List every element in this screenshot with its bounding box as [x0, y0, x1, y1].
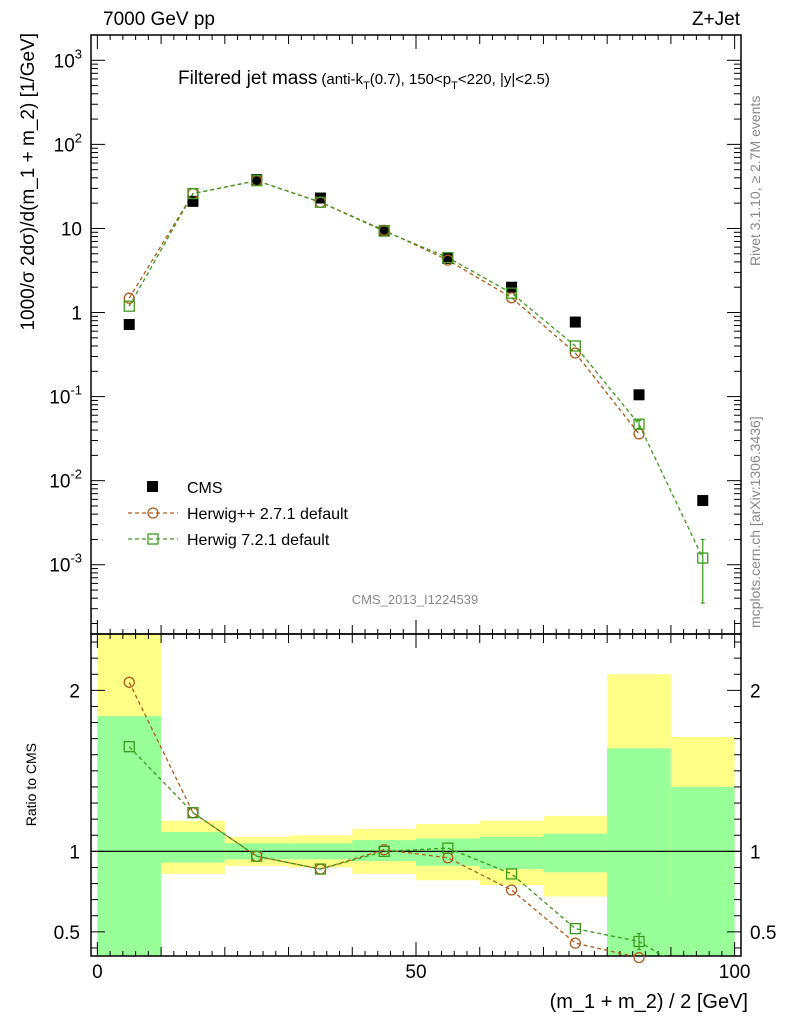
tick-labels: 0 50 100 10-3 10-2 10-1 1 10 102 103 0.5 0.5 1 1 2 2 — [49, 46, 776, 983]
ratio-point-2-0 — [123, 741, 135, 753]
main-point-0-4 — [378, 225, 390, 237]
ratio-y-tick-label-left-0: 0.5 — [54, 923, 80, 944]
main-point-0-6 — [506, 281, 518, 293]
ratio-y-tick-label-left-1: 1 — [69, 842, 80, 863]
main-y-tick-label-6: 103 — [54, 46, 82, 72]
axis-ticks — [91, 34, 741, 956]
main-point-2-8 — [633, 418, 645, 430]
main-line-2 — [128, 180, 704, 559]
ratio-y-tick-label-right-0: 0.5 — [750, 923, 776, 944]
ratio-y-axis-label: Ratio to CMS — [23, 743, 39, 826]
ratio-point-1-7 — [569, 937, 581, 949]
main-point-0-1 — [187, 195, 199, 207]
legend-label-herwig7: Herwig 7.2.1 default — [187, 532, 330, 549]
ratio-point-2-3 — [314, 863, 327, 875]
main-point-0-8 — [633, 389, 645, 401]
main-point-0-9 — [697, 495, 709, 507]
band-inner-6 — [479, 836, 544, 870]
rivet-version-label: Rivet 3.1.10, ≥ 2.7M events — [747, 96, 763, 266]
legend-marker-herwigpp — [147, 507, 159, 519]
ratio-point-1-8 — [633, 951, 645, 964]
main-point-0-3 — [314, 192, 326, 204]
x-axis-label: (m_1 + m_2) / 2 [GeV] — [550, 991, 748, 1013]
mcplots-reference-label: mcplots.cern.ch [arXiv:1306.3436] — [747, 416, 763, 628]
band-inner-9 — [670, 786, 735, 956]
x-tick-label-100: 100 — [719, 962, 751, 983]
legend-marker-herwig7 — [147, 533, 159, 545]
ratio-y-tick-label-left-2: 2 — [69, 681, 80, 702]
ratio-point-1-6 — [505, 884, 518, 896]
plot-title-sub-3: (0.7), 150<p — [370, 71, 451, 88]
band-inner-8 — [607, 748, 671, 956]
main-point-2-5 — [442, 251, 454, 264]
main-point-0-0 — [123, 319, 135, 331]
ratio-line-2 — [128, 746, 665, 956]
main-y-tick-label-2: 10-1 — [49, 383, 82, 409]
main-point-2-6 — [505, 287, 518, 299]
main-y-tick-label-0: 10-3 — [49, 551, 82, 577]
main-point-0-7 — [569, 316, 581, 328]
ratio-y-tick-label-right-2: 2 — [750, 681, 761, 702]
ratio-line-1 — [128, 682, 635, 956]
main-point-2-7 — [569, 340, 581, 352]
ratio-uncertainty-bands — [91, 634, 741, 956]
main-point-2-9 — [697, 552, 709, 564]
main-y-tick-label-4: 10 — [61, 219, 82, 240]
main-y-tick-label-5: 102 — [54, 130, 82, 156]
main-y-tick-label-3: 1 — [71, 304, 82, 325]
main-line-1 — [128, 180, 640, 435]
series-markers — [123, 174, 709, 964]
main-y-tick-label-1: 10-2 — [49, 467, 82, 493]
plot-title-sub-1: (anti-k — [321, 71, 363, 88]
main-point-0-2 — [251, 174, 263, 186]
main-point-2-2 — [251, 175, 263, 187]
band-inner-0 — [97, 716, 162, 956]
x-tick-label-0: 0 — [92, 962, 103, 983]
plot-title-sub-2: T — [363, 80, 370, 92]
ratio-point-2-8 — [633, 935, 645, 948]
header-right-label: Z+Jet — [692, 9, 741, 30]
main-point-0-5 — [442, 252, 454, 264]
band-inner-1 — [161, 832, 225, 863]
main-point-1-8 — [633, 428, 645, 440]
main-point-2-0 — [123, 300, 135, 312]
ratio-point-1-0 — [123, 676, 135, 688]
legend-label-cms: CMS — [187, 480, 223, 497]
legend: CMS Herwig++ 2.7.1 default Herwig 7.2.1 … — [128, 480, 349, 549]
ratio-point-2-4 — [378, 845, 390, 857]
plot-title-sub-4: T — [451, 80, 458, 92]
header-left-label: 7000 GeV pp — [103, 9, 215, 30]
plot-title-main: Filtered jet mass — [178, 68, 317, 89]
ratio-point-2-2 — [251, 850, 263, 862]
plot-title-sub-5: <220, |y|<2.5) — [458, 71, 550, 88]
main-point-1-0 — [123, 292, 135, 304]
plot-title: Filtered jet mass (anti-kT(0.7), 150<pT<2… — [178, 68, 550, 92]
ratio-y-tick-label-right-1: 1 — [750, 842, 761, 863]
band-inner-7 — [543, 833, 608, 873]
analysis-watermark: CMS_2013_I1224539 — [352, 592, 479, 607]
ratio-point-2-1 — [187, 807, 199, 819]
ratio-point-2-5 — [442, 842, 454, 854]
ratio-point-2-6 — [505, 868, 518, 880]
main-y-axis-label: 1000/σ 2dσ)/d(m_1 + m_2) [1/GeV] — [18, 33, 39, 331]
legend-marker-cms — [147, 481, 158, 492]
main-point-2-4 — [378, 225, 390, 237]
ratio-point-2-7 — [569, 922, 581, 935]
main-point-2-3 — [314, 196, 327, 208]
main-point-2-1 — [187, 187, 199, 200]
x-tick-label-50: 50 — [405, 962, 426, 983]
main-point-1-7 — [569, 347, 581, 359]
legend-label-herwigpp: Herwig++ 2.7.1 default — [187, 506, 349, 523]
